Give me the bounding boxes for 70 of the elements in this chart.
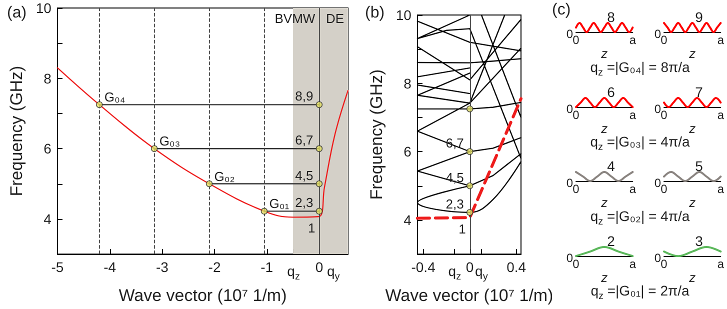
x-tick-label: 0 xyxy=(660,182,668,196)
x-tick-label: 0 xyxy=(572,108,580,122)
band-label: DE xyxy=(326,11,344,26)
x-tick-label: 0 xyxy=(572,33,580,48)
x-tick-label: -4 xyxy=(104,259,116,276)
x-axis-title: z xyxy=(688,270,696,284)
y-tick-label: 6 xyxy=(44,140,52,157)
x-axis-title: z xyxy=(600,46,608,61)
chart-title: 2 xyxy=(607,232,616,248)
y-tick-label: 4 xyxy=(404,212,412,228)
annotation: 1 xyxy=(458,222,466,237)
annotation: G₀₁ xyxy=(269,196,290,212)
x-tick-label: 0 xyxy=(660,108,668,122)
x-tick-label: 0.4 xyxy=(506,259,526,276)
x-tick-label: a xyxy=(629,182,636,196)
x-tick-label: -3 xyxy=(156,259,169,276)
chart-title: (b) xyxy=(365,4,385,22)
annotation: 6,7 xyxy=(295,132,314,148)
text: (c) xyxy=(552,2,571,18)
x-axis-title: z xyxy=(600,120,608,136)
x-tick-label: -2 xyxy=(208,259,221,276)
x-axis-title: z xyxy=(600,270,608,284)
chart-title: 4 xyxy=(607,158,616,174)
annotation: 8,9 xyxy=(295,88,314,104)
annotation: G₀₃ xyxy=(159,134,180,149)
chart-title: 6 xyxy=(607,84,616,100)
annotation: G₀₂ xyxy=(214,168,235,184)
chart-title: 7 xyxy=(695,84,704,100)
x-tick-label: a xyxy=(717,33,724,48)
y-axis-title: Frequency (GHz) xyxy=(367,69,386,200)
x-tick-label: 0 xyxy=(572,256,580,271)
x-tick-label: 0 xyxy=(572,182,580,196)
x-axis-title: z xyxy=(600,195,608,210)
x-tick-label: 0 xyxy=(466,259,474,276)
x-axis-title: Wave vector (10⁷ 1/m) xyxy=(118,286,287,305)
annotation: 4,5 xyxy=(295,168,314,183)
x-tick-label: a xyxy=(717,182,724,196)
y-axis-title: Frequency (GHz) xyxy=(7,66,26,196)
annotation: 4,5 xyxy=(446,170,464,185)
x-tick-label: -5 xyxy=(51,259,64,276)
x-axis-title: z xyxy=(688,46,696,61)
y-tick-label: 10 xyxy=(396,7,412,23)
band-label: BVMW xyxy=(274,11,316,26)
x-tick-label: 0 xyxy=(660,33,668,48)
annotation: 2,3 xyxy=(295,195,314,210)
x-tick-label: -0.4 xyxy=(411,259,436,276)
x-tick-label: a xyxy=(717,108,724,122)
annotation: G₀₄ xyxy=(104,90,126,105)
annotation: 2,3 xyxy=(446,196,464,212)
x-tick-label: -1 xyxy=(260,259,274,276)
chart-title: 3 xyxy=(695,232,704,248)
chart-title: (a) xyxy=(7,4,27,22)
chart-title: 5 xyxy=(695,158,704,174)
y-tick-label: 10 xyxy=(36,0,52,16)
chart-title: 9 xyxy=(695,9,704,25)
chart-title: 8 xyxy=(607,9,616,25)
x-axis-title: Wave vector (10⁷ 1/m) xyxy=(385,286,554,305)
y-tick-label: 6 xyxy=(404,144,412,160)
x-tick-label: a xyxy=(717,256,724,271)
y-tick-label: 4 xyxy=(44,210,52,227)
y-tick-label: 8 xyxy=(404,75,412,92)
x-axis-title: z xyxy=(688,195,696,210)
x-tick-label: 0 xyxy=(315,259,324,276)
x-tick-label: a xyxy=(629,108,636,122)
x-axis-title: z xyxy=(688,120,696,136)
y-tick-label: 8 xyxy=(44,70,52,86)
x-tick-label: a xyxy=(629,33,636,48)
annotation: 1 xyxy=(308,220,316,236)
x-tick-label: a xyxy=(629,256,636,271)
x-tick-label: 0 xyxy=(660,256,668,271)
